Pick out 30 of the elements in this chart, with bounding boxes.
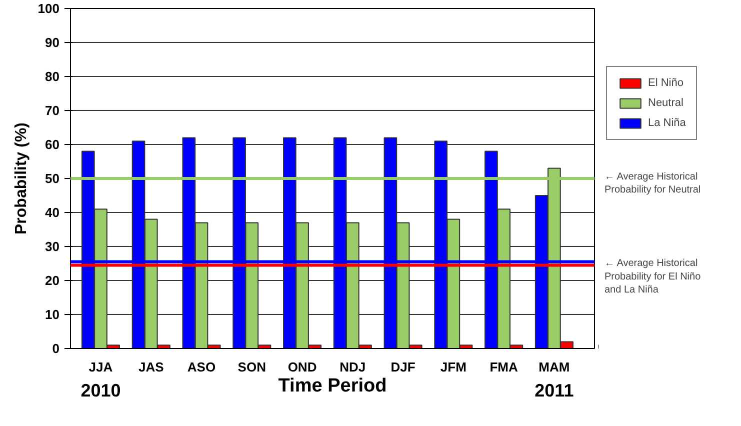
x-tick-label: DJF xyxy=(390,360,416,374)
y-tick-label: 20 xyxy=(45,273,60,288)
text: 2010 xyxy=(80,380,121,400)
y-tick-label: 60 xyxy=(45,137,60,152)
y-axis-title: Probability (%) xyxy=(12,122,30,235)
legend-label: La Niña xyxy=(648,117,686,129)
text: 2011 xyxy=(534,380,574,400)
x-tick-label: NDJ xyxy=(340,360,366,374)
legend-label: Neutral xyxy=(648,97,684,109)
x-tick-label: JJA xyxy=(88,360,114,374)
ref-line-label: ← Average Historical Probability for El Niño and La Niña xyxy=(604,258,702,296)
x-tick-label: SON xyxy=(238,360,266,374)
y-tick-label: 30 xyxy=(45,239,60,254)
y-tick-label: 100 xyxy=(38,1,60,16)
x-tick-label: MAM xyxy=(538,360,570,374)
y-tick-label: 10 xyxy=(45,307,60,322)
y-tick-label: 90 xyxy=(45,35,60,50)
x-tick-label: JAS xyxy=(138,360,164,374)
x-axis-title: Time Period xyxy=(278,376,387,396)
x-tick-label: OND xyxy=(288,360,317,374)
y-tick-label: 50 xyxy=(45,171,60,186)
x-tick-label: FMA xyxy=(490,360,518,374)
x-tick-label: ASO xyxy=(187,360,216,374)
y-tick-label: 80 xyxy=(45,69,60,84)
y-tick-label: 70 xyxy=(45,103,60,118)
y-tick-label: 40 xyxy=(45,205,60,220)
ref-line-label: ← Average Historical Probability for Neutral xyxy=(604,172,701,196)
y-tick-label: 0 xyxy=(52,341,60,356)
legend-label: El Niño xyxy=(648,77,684,89)
x-tick-label: JFM xyxy=(440,360,466,374)
